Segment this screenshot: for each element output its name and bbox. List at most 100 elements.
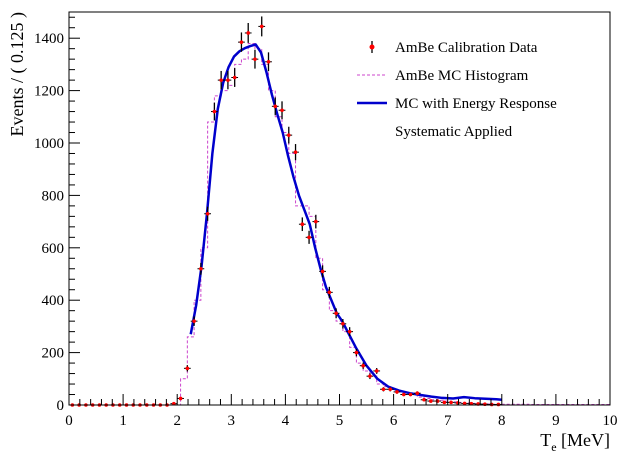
y-tick-label: 1400 [34, 31, 64, 47]
data-point-marker [354, 350, 359, 355]
y-tick-label: 800 [42, 188, 65, 204]
data-point-marker [381, 387, 386, 392]
data-point-marker [327, 290, 332, 295]
data-point-marker [199, 266, 203, 271]
x-tick-label: 5 [336, 413, 344, 429]
data-point-marker [178, 396, 183, 401]
data-point-marker [314, 219, 318, 224]
data-point-marker [300, 222, 305, 227]
y-tick-label: 1200 [34, 84, 64, 100]
data-point [461, 401, 468, 406]
data-point-marker [368, 374, 372, 378]
data-point-marker [442, 400, 447, 405]
x-tick-label: 8 [498, 413, 506, 429]
data-point [305, 230, 313, 244]
legend-item: AmBe Calibration Data [369, 40, 538, 56]
data-point-marker [259, 24, 264, 29]
x-axis-title-subscript: e [551, 440, 556, 451]
data-point [183, 365, 191, 372]
mc-response-curve [189, 43, 502, 402]
data-point-marker [435, 399, 440, 403]
axes-layer: 0 1 2 3 4 5 6 7 8 9 10 0 200 400 600 800 1000 1200 1400 Te … [7, 11, 618, 454]
data-point-marker [462, 401, 467, 406]
x-tick-label: 7 [444, 413, 452, 429]
data-point-marker [192, 319, 196, 323]
data-point-marker [334, 311, 338, 316]
legend-label: MC with Energy Response [395, 96, 557, 112]
x-tick-label: 2 [173, 413, 181, 429]
data-point [258, 16, 266, 37]
legend: AmBe Calibration Data AmBe MC Histogram MC… [357, 40, 557, 140]
data-point-marker [347, 329, 352, 334]
data-point-marker [496, 402, 501, 407]
x-axis-title: Te [MeV] [540, 430, 610, 451]
data-point [407, 392, 414, 397]
data-point [224, 70, 232, 90]
data-point [204, 206, 212, 221]
legend-label: Systematic Applied [395, 124, 513, 140]
legend-marker-point [369, 44, 375, 50]
legend-item: MC with Energy Response [357, 96, 557, 112]
data-point [238, 32, 245, 52]
data-point [177, 396, 184, 401]
data-point [197, 262, 205, 275]
data-point-marker [226, 78, 230, 82]
data-point [427, 399, 435, 403]
data-point-marker [280, 108, 284, 113]
data-point-marker [415, 391, 420, 396]
data-point [271, 97, 279, 116]
data-point [211, 102, 218, 121]
data-point [359, 362, 367, 369]
data-point-marker [320, 269, 325, 274]
x-tick-label: 0 [65, 413, 73, 429]
legend-item: AmBe MC Histogram [357, 68, 529, 84]
data-point [447, 400, 455, 405]
data-point [339, 319, 347, 329]
data-point-marker [361, 363, 365, 368]
data-point [298, 217, 306, 232]
data-point [312, 214, 320, 229]
data-point-marker [307, 235, 311, 240]
x-tick-label: 3 [228, 413, 236, 429]
data-point-marker [401, 392, 406, 397]
mc-response-layer [189, 43, 502, 402]
data-point-marker [489, 402, 494, 407]
data-point [440, 400, 448, 405]
data-point [190, 316, 198, 326]
data-point-marker [408, 392, 413, 397]
data-point-marker [388, 387, 393, 392]
data-point-marker [341, 321, 345, 326]
data-point-marker [422, 397, 426, 402]
data-point-marker [273, 104, 278, 109]
data-point-marker [266, 59, 271, 64]
data-point-marker [449, 400, 453, 405]
x-tick-label: 6 [390, 413, 398, 429]
data-point [285, 126, 293, 144]
data-point [265, 52, 272, 72]
y-tick-label: 0 [57, 398, 65, 414]
legend-label: AmBe Calibration Data [395, 40, 538, 56]
data-point [400, 392, 408, 397]
data-point [353, 348, 360, 357]
data-point [244, 23, 252, 43]
data-point [292, 144, 299, 161]
data-point-marker [185, 366, 190, 371]
x-axis-title-unit: [MeV] [557, 430, 610, 450]
data-point [278, 101, 286, 120]
y-axis-title: Events / ( 0.125 ) [7, 12, 28, 136]
data-point [332, 308, 340, 319]
data-point [325, 286, 333, 298]
data-point-marker [212, 109, 217, 114]
data-point [380, 387, 387, 392]
legend-label: AmBe MC Histogram [395, 68, 529, 84]
x-tick-label: 1 [119, 413, 127, 429]
data-point-marker [293, 150, 298, 154]
data-point [217, 70, 225, 90]
x-tick-label: 9 [552, 413, 560, 429]
data-point-marker [239, 40, 244, 44]
data-point [251, 49, 259, 69]
x-axis-title-main: T [540, 430, 551, 450]
data-point [319, 265, 326, 278]
